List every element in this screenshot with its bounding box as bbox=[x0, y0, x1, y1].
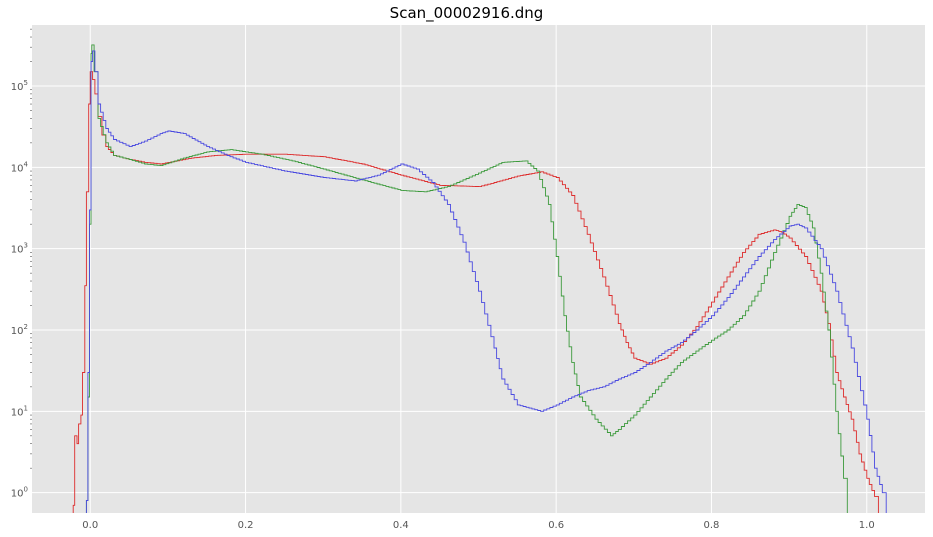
x-tick-label: 0.6 bbox=[548, 520, 564, 531]
tick-labels: 0.0 0.2 0.4 0.6 0.8 1.0 100 101 102 103 104 105 bbox=[11, 28, 875, 531]
y-tick-label: 102 bbox=[11, 323, 28, 337]
histogram-series-2 bbox=[85, 50, 887, 513]
grid-lines bbox=[32, 25, 925, 513]
histogram-series-1 bbox=[85, 44, 848, 513]
x-tick-label: 0.2 bbox=[238, 520, 254, 531]
x-tick-label: 1.0 bbox=[859, 520, 875, 531]
y-tick-label: 100 bbox=[11, 486, 28, 500]
plot-area bbox=[32, 25, 925, 513]
histogram-series-0 bbox=[72, 71, 879, 513]
x-tick-label: 0.4 bbox=[393, 520, 409, 531]
chart-title: Scan_00002916.dng bbox=[389, 4, 544, 22]
series-layer bbox=[72, 44, 887, 513]
x-tick-label: 0.0 bbox=[82, 520, 98, 531]
y-tick-label: 101 bbox=[11, 404, 28, 418]
x-tick-label: 0.8 bbox=[704, 520, 720, 531]
y-tick-label: 105 bbox=[11, 79, 28, 93]
y-tick-label: 104 bbox=[11, 160, 29, 174]
y-tick-label: 103 bbox=[11, 242, 28, 256]
